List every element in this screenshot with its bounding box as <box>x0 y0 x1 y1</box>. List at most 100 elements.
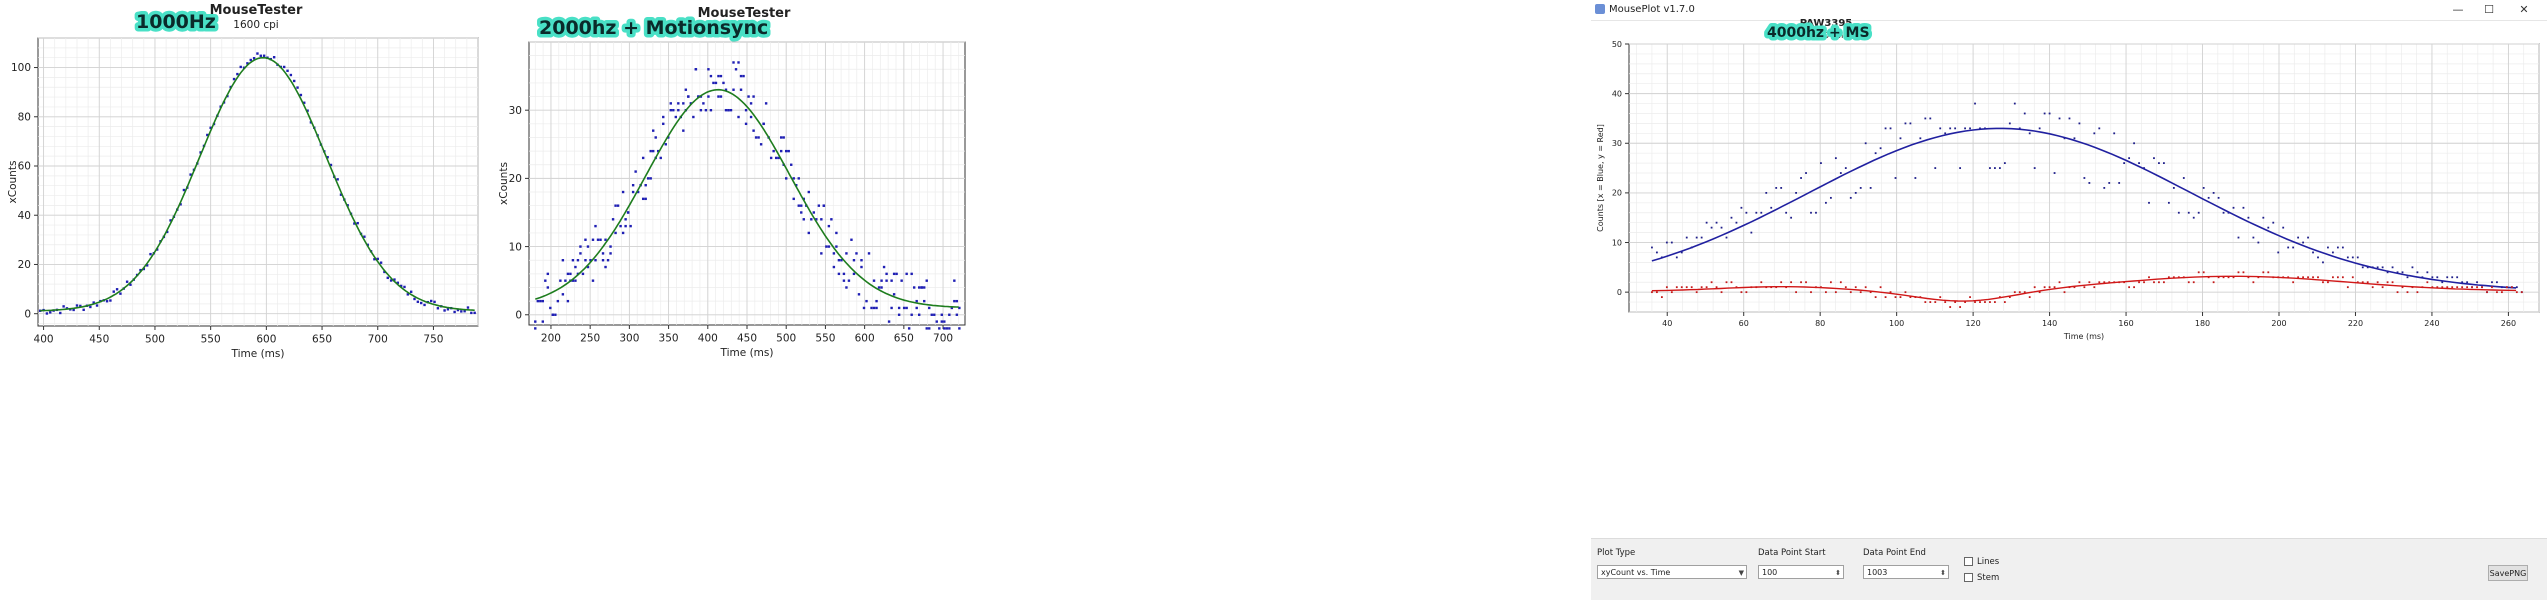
y-tick-label: 60 <box>18 161 31 173</box>
x-tick-label: 200 <box>2271 319 2286 328</box>
data-point <box>1984 301 1986 303</box>
data-point <box>2361 266 2364 269</box>
data-point <box>2222 211 2225 214</box>
y-tick-label: 80 <box>18 111 31 123</box>
data-point <box>2018 127 2021 130</box>
data-point <box>764 102 768 105</box>
y-tick-label: 30 <box>1612 139 1622 148</box>
end-input[interactable]: 1003 ⬍ <box>1863 565 1949 579</box>
data-point <box>2351 256 2354 259</box>
x-tick-label: 140 <box>2042 319 2057 328</box>
data-point <box>2083 286 2086 289</box>
data-point <box>92 301 95 304</box>
data-point <box>2133 142 2135 145</box>
data-point <box>945 327 949 330</box>
data-point <box>2267 271 2270 274</box>
data-point <box>737 61 740 64</box>
data-point <box>569 272 572 276</box>
data-point <box>206 133 209 137</box>
data-point <box>145 264 149 267</box>
data-point <box>669 108 672 112</box>
data-point <box>1715 221 1718 224</box>
spinner-icon[interactable]: ⬍ <box>1940 569 1946 577</box>
plot-type-select[interactable]: xyCount vs. Time ▼ <box>1597 565 1747 579</box>
data-point <box>2461 286 2464 289</box>
data-point <box>2083 177 2086 179</box>
maximize-button[interactable]: ☐ <box>2484 3 2494 16</box>
data-point <box>797 177 800 180</box>
data-point <box>2172 276 2175 279</box>
x-tick-label: 500 <box>145 334 165 346</box>
data-point <box>1869 187 1872 189</box>
minimize-button[interactable]: — <box>2452 3 2464 16</box>
data-point <box>2098 281 2101 284</box>
data-point <box>2167 201 2170 204</box>
data-point <box>2212 191 2215 194</box>
data-point <box>2103 281 2106 284</box>
data-point <box>1969 296 1971 299</box>
data-point <box>1864 142 1867 145</box>
start-input[interactable]: 100 ⬍ <box>1758 565 1844 579</box>
data-point <box>1656 251 1658 254</box>
data-point <box>296 86 299 89</box>
data-point <box>2043 286 2046 289</box>
data-point <box>373 258 376 261</box>
x-tick-label: 220 <box>2348 319 2363 328</box>
data-point <box>326 156 329 159</box>
data-point <box>749 102 753 105</box>
data-point <box>724 88 728 91</box>
data-point <box>2461 281 2464 284</box>
data-point <box>2158 281 2160 284</box>
data-point <box>561 259 565 262</box>
data-point <box>953 279 956 282</box>
data-point <box>2148 276 2150 279</box>
data-point <box>870 306 873 310</box>
data-point <box>1864 286 1867 289</box>
data-point <box>860 259 863 262</box>
data-point <box>2505 286 2508 289</box>
data-point <box>867 252 871 255</box>
overlay-label: 2000hz + Motionsync <box>539 17 768 39</box>
data-point <box>1690 286 1693 289</box>
data-point <box>2287 246 2290 249</box>
data-point <box>82 308 85 312</box>
data-point <box>2013 102 2016 105</box>
spinner-icon[interactable]: ⬍ <box>1835 569 1841 577</box>
data-point <box>649 149 652 153</box>
data-point <box>75 304 79 307</box>
data-point <box>2451 286 2454 289</box>
save-png-button[interactable]: SavePNG <box>2488 565 2528 581</box>
close-button[interactable]: ✕ <box>2519 3 2529 16</box>
data-point <box>239 65 242 69</box>
data-point <box>830 218 833 221</box>
data-point <box>2143 281 2145 284</box>
data-point <box>594 259 597 262</box>
data-point <box>1765 191 1768 194</box>
data-point <box>1829 196 1832 199</box>
data-point <box>1944 301 1947 303</box>
data-point <box>413 297 416 301</box>
data-point <box>2327 281 2329 284</box>
data-point <box>727 108 730 112</box>
data-point <box>2346 256 2349 259</box>
chart-panel-2000hz: MouseTester 1600 cpi 2000hz + Motionsync 20… <box>487 0 1570 599</box>
data-point <box>456 308 460 312</box>
data-point <box>815 218 818 221</box>
data-point <box>544 279 547 282</box>
data-point <box>2436 286 2439 289</box>
data-point <box>460 310 463 313</box>
lines-checkbox[interactable] <box>1964 557 1973 566</box>
data-point <box>409 290 413 294</box>
data-point <box>1884 296 1887 299</box>
data-point <box>614 231 617 235</box>
data-point <box>920 286 923 289</box>
data-point <box>2391 266 2394 269</box>
data-point <box>709 108 713 112</box>
data-point <box>561 293 565 296</box>
data-point <box>2172 187 2175 189</box>
data-point <box>714 81 718 85</box>
stem-checkbox[interactable] <box>1964 573 1973 582</box>
x-tick-label: 160 <box>2118 319 2133 328</box>
data-point <box>2108 281 2111 284</box>
data-point <box>827 245 831 248</box>
